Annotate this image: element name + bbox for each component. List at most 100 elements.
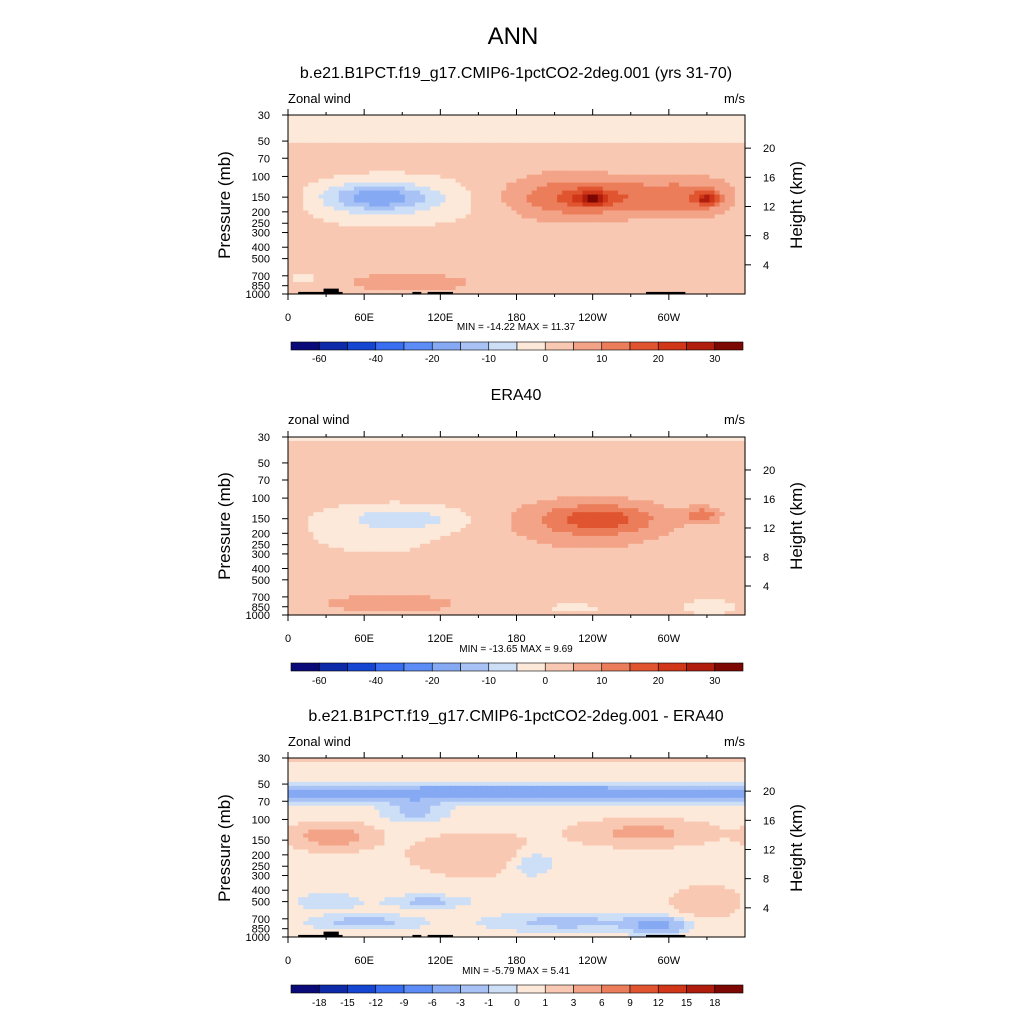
field-cell (374, 460, 380, 466)
field-cell (379, 452, 386, 458)
field-cell (699, 286, 705, 291)
field-cell (582, 130, 589, 136)
field-cell (313, 242, 320, 247)
field-cell (531, 468, 538, 474)
field-cell (379, 154, 386, 160)
field-cell (536, 210, 543, 216)
field-cell (546, 154, 553, 160)
field-cell (409, 210, 416, 216)
field-cell (359, 154, 365, 160)
field-cell (414, 158, 421, 164)
field-cell (480, 448, 487, 454)
height-tick-label: 12 (763, 201, 775, 213)
field-cell (699, 234, 705, 239)
field-cell (348, 130, 355, 136)
field-cell (506, 262, 513, 267)
field-cell (623, 464, 629, 470)
field-cell (399, 262, 406, 267)
field-cell (526, 290, 533, 295)
field-cell (536, 190, 543, 196)
field-cell (303, 178, 309, 184)
field-cell (343, 234, 350, 239)
field-cell (557, 437, 563, 442)
field-cell (303, 468, 309, 474)
field-cell (633, 246, 639, 251)
field-cell (445, 254, 452, 259)
field-cell (653, 158, 660, 164)
field-cell (343, 238, 350, 243)
field-cell (475, 464, 482, 470)
field-cell (678, 234, 685, 239)
field-cell (374, 198, 380, 204)
field-cell (562, 202, 568, 208)
field-cell (694, 230, 700, 235)
field-cell (587, 448, 594, 454)
field-cell (328, 242, 335, 247)
field-cell (511, 194, 518, 200)
field-cell (678, 202, 685, 208)
field-cell (612, 162, 619, 168)
field-cell (684, 250, 690, 255)
field-cell (491, 448, 497, 454)
field-cell (501, 142, 507, 148)
field-cell (587, 226, 594, 231)
land-block (298, 291, 343, 294)
field-cell (323, 154, 330, 160)
field-cell (389, 182, 396, 188)
field-cell (597, 254, 604, 259)
field-cell (343, 178, 350, 184)
field-cell (577, 444, 584, 450)
field-cell (557, 206, 563, 212)
field-cell (567, 278, 573, 283)
field-cell (455, 202, 462, 208)
field-cell (399, 154, 406, 160)
field-cell (729, 194, 736, 200)
field-cell (719, 190, 726, 196)
field-cell (318, 254, 325, 259)
field-cell (450, 444, 457, 450)
field-cell (587, 242, 594, 247)
field-cell (557, 238, 563, 243)
field-cell (323, 170, 330, 176)
field-cell (496, 210, 502, 216)
field-cell (465, 222, 472, 227)
field-cell (440, 448, 447, 454)
field-cell (384, 126, 391, 132)
field-cell (470, 270, 477, 275)
field-cell (460, 254, 467, 259)
field-cell (298, 162, 304, 168)
field-cell (430, 214, 436, 220)
field-cell (475, 182, 482, 188)
field-cell (374, 437, 380, 442)
field-cell (628, 226, 634, 231)
field-cell (465, 437, 472, 442)
field-cell (531, 170, 538, 176)
field-cell (425, 456, 431, 462)
field-cell (394, 146, 401, 152)
field-cell (496, 186, 502, 192)
field-cell (663, 242, 670, 247)
field-cell (709, 238, 716, 243)
field-cell (607, 122, 614, 128)
field-cell (668, 222, 675, 227)
field-cell (399, 440, 406, 446)
field-cell (501, 178, 507, 184)
field-cell (425, 460, 431, 466)
field-cell (430, 226, 436, 231)
field-cell (618, 206, 624, 212)
field-cell (384, 115, 391, 120)
field-cell (694, 242, 700, 247)
field-cell (709, 258, 716, 263)
field-cell (587, 202, 594, 208)
field-cell (369, 226, 375, 231)
field-cell (435, 444, 441, 450)
field-cell (440, 230, 447, 235)
field-cell (399, 290, 406, 295)
field-cell (536, 134, 543, 140)
field-cell (323, 266, 330, 271)
field-cell (359, 464, 365, 470)
field-cell (678, 146, 685, 152)
field-cell (364, 182, 370, 188)
field-cell (567, 202, 573, 208)
